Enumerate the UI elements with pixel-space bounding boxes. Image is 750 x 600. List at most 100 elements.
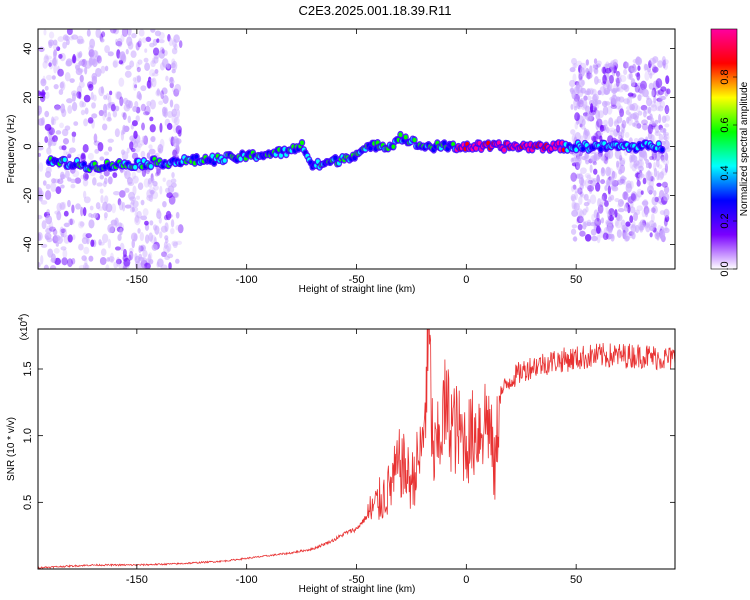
spectrogram-noise-cell xyxy=(175,125,182,135)
spectrogram-noise-cell xyxy=(593,209,599,219)
spectrogram-noise-cell xyxy=(108,256,115,262)
spectrogram-noise-cell xyxy=(648,162,652,169)
spectrogram-noise-cell xyxy=(56,46,61,52)
spectrogram-noise-cell xyxy=(572,236,578,242)
spectrogram-noise-cell xyxy=(129,247,134,254)
spectrogram-noise-cell xyxy=(582,114,587,120)
spectrogram-noise-cell xyxy=(53,234,61,242)
spectrogram-noise-cell xyxy=(617,208,625,213)
spectrogram-noise-cell xyxy=(586,95,592,101)
spectrogram-noise-cell xyxy=(103,212,108,219)
spectrogram-noise-cell xyxy=(46,225,52,231)
spectrogram-noise-cell xyxy=(645,222,651,233)
spectrogram-noise-cell xyxy=(627,92,634,97)
spectrogram-noise-cell xyxy=(132,77,137,82)
spectrogram-noise-cell xyxy=(163,241,168,249)
spectrogram-noise-cell xyxy=(38,261,41,268)
spectrogram-noise-cell xyxy=(137,182,144,190)
spectrogram-noise-cell xyxy=(120,149,126,156)
spectrogram-noise-cell xyxy=(99,174,104,180)
spectrogram-noise-cell xyxy=(140,215,148,221)
spectrogram-noise-cell xyxy=(586,70,591,80)
spectrogram-noise-cell xyxy=(80,109,86,116)
spectrogram-noise-cell xyxy=(88,255,94,262)
spectrogram-noise-cell xyxy=(123,257,131,267)
spectrogram-noise-cell xyxy=(62,249,68,259)
spectrogram-noise-cell xyxy=(92,94,97,102)
spectrogram-noise-cell xyxy=(116,38,123,48)
spectrogram-noise-cell xyxy=(576,81,581,89)
spectrogram-noise-cell xyxy=(171,182,177,188)
spectrogram-noise-cell xyxy=(615,220,622,229)
spectrogram-noise-cell xyxy=(663,193,670,201)
spectrogram-noise-cell xyxy=(641,119,648,126)
spectrogram-noise-cell xyxy=(599,86,606,96)
spectrogram-noise-cell xyxy=(100,38,105,43)
spectrogram-noise-cell xyxy=(663,158,670,166)
spectrogram-noise-cell xyxy=(177,129,182,137)
spectrogram-noise-cell xyxy=(170,227,175,235)
spectrogram-noise-cell xyxy=(597,197,601,208)
spectrogram-noise-cell xyxy=(597,131,603,136)
spectrogram-noise-cell xyxy=(66,29,73,36)
spectrogram-noise-cell xyxy=(635,120,639,126)
spectrogram-noise-cell xyxy=(58,53,63,59)
spectrogram-noise-cell xyxy=(636,188,643,198)
spectrogram-noise-cell xyxy=(136,75,142,83)
spectrogram-noise-cell xyxy=(40,200,48,205)
snr-panel: -150 -100 -50 0 50 0.5 1.0 1.5 Height of strai… xyxy=(6,314,676,595)
spectrogram-noise-cell xyxy=(96,182,103,187)
spectrogram-noise-cell xyxy=(38,152,42,158)
spectrogram-noise-cell xyxy=(103,94,108,100)
spectrogram-noise-cell xyxy=(138,140,145,146)
spectrogram-noise-cell xyxy=(608,227,613,235)
spectrogram-noise-cell xyxy=(126,147,130,154)
spectrogram-noise-cell xyxy=(610,94,618,104)
spectrogram-noise-cell xyxy=(636,191,642,198)
spectrogram-noise-cell xyxy=(52,135,58,143)
spectrogram-noise-cell xyxy=(579,217,585,223)
spectrogram-noise-cell xyxy=(569,67,576,73)
spectrogram-noise-cell xyxy=(107,223,115,234)
spectrogram-noise-cell xyxy=(620,175,626,185)
spectrogram-noise-cell xyxy=(166,122,173,131)
spectrogram-noise-cell xyxy=(579,230,586,237)
spectrogram-ridge-core xyxy=(133,164,138,170)
spectrogram-noise-cell xyxy=(596,118,603,128)
spectrogram-noise-cell xyxy=(136,195,141,200)
spectrogram-noise-cell xyxy=(61,128,69,137)
spectrogram-noise-cell xyxy=(149,259,154,265)
spectrogram-noise-cell xyxy=(51,56,59,67)
spectrogram-noise-cell xyxy=(118,201,124,211)
spectrogram-noise-cell xyxy=(114,91,121,100)
spectrogram-noise-cell xyxy=(585,59,589,66)
spectrogram-noise-cell xyxy=(84,66,88,75)
y-tick-label: 1.0 xyxy=(22,428,34,443)
snr-x-axis-label: Height of straight line (km) xyxy=(299,584,416,595)
spectrogram-noise-cell xyxy=(600,155,606,161)
spectrogram-ridge-core xyxy=(502,147,507,153)
spectrogram-noise-cell xyxy=(154,68,159,74)
spectrogram-ridge-core xyxy=(62,157,67,163)
spectrogram-noise-cell xyxy=(92,50,98,58)
spectrogram-noise-cell xyxy=(625,195,629,201)
spectrogram-noise-cell xyxy=(644,63,649,71)
spectrogram-noise-cell xyxy=(573,106,578,111)
spectrogram-noise-cell xyxy=(587,185,595,192)
spectrogram-noise-cell xyxy=(162,177,166,183)
spectrogram-noise-cell xyxy=(577,187,583,195)
spectrogram-noise-cell xyxy=(146,152,151,159)
spectrogram-noise-cell xyxy=(609,175,614,183)
spectrogram-noise-cell xyxy=(148,144,153,149)
spectrogram-noise-cell xyxy=(638,151,644,162)
spectrogram-noise-cell xyxy=(608,127,616,133)
x-tick-label: -150 xyxy=(126,274,148,286)
spectrogram-noise-cell xyxy=(141,37,147,44)
spectrogram-noise-cell xyxy=(75,203,81,210)
spectrogram-noise-cell xyxy=(138,38,143,44)
spectrogram-noise-cell xyxy=(585,72,593,79)
spectrogram-noise-cell xyxy=(78,264,86,269)
spectrogram-noise-cell xyxy=(131,171,137,180)
spectrogram-noise-cell xyxy=(636,105,641,113)
